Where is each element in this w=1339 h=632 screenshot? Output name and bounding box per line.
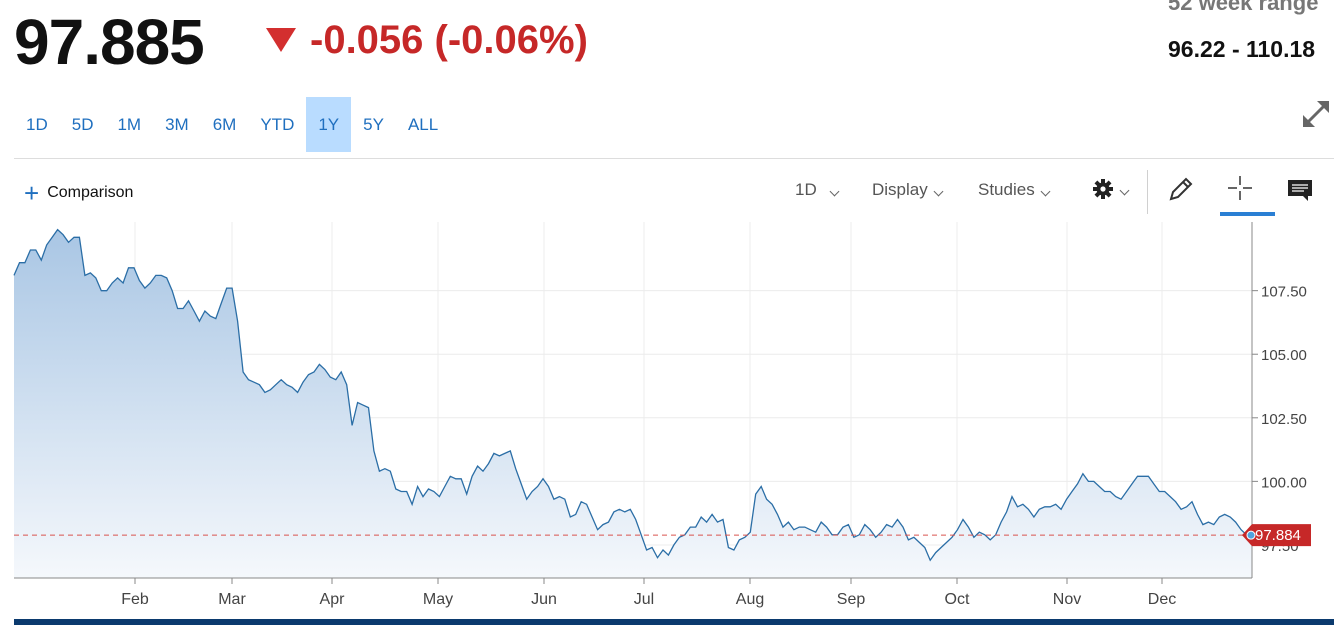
comparison-button[interactable]: + Comparison bbox=[24, 180, 133, 206]
range-button-ytd[interactable]: YTD bbox=[260, 115, 295, 134]
52-week-range-label: 52 week range bbox=[1168, 0, 1319, 15]
chevron-down-icon bbox=[933, 186, 944, 196]
chevron-down-icon bbox=[829, 186, 840, 196]
crosshair-active-indicator bbox=[1220, 212, 1275, 216]
down-arrow-icon bbox=[266, 28, 296, 52]
range-button-5y[interactable]: 5Y bbox=[363, 115, 384, 134]
studies-label: Studies bbox=[978, 180, 1035, 199]
gear-icon bbox=[1093, 179, 1113, 199]
x-tick-label: Mar bbox=[218, 591, 246, 608]
comment-icon[interactable] bbox=[1286, 174, 1316, 204]
x-tick-label: Oct bbox=[945, 591, 970, 608]
y-tick-label: 100.00 bbox=[1261, 474, 1307, 491]
display-label: Display bbox=[872, 180, 928, 199]
chevron-down-icon bbox=[1040, 186, 1051, 196]
price-area-fill bbox=[14, 229, 1252, 578]
price-change: -0.056 (-0.06%) bbox=[310, 18, 588, 62]
last-price-badge-label: 97.884 bbox=[1255, 527, 1301, 544]
x-tick-label: Feb bbox=[121, 591, 149, 608]
pencil-icon[interactable] bbox=[1166, 174, 1196, 204]
x-tick-label: Aug bbox=[736, 591, 764, 608]
crosshair-icon[interactable] bbox=[1226, 174, 1256, 204]
settings-dropdown[interactable] bbox=[1092, 178, 1130, 200]
interval-dropdown[interactable]: 1D bbox=[795, 180, 840, 200]
display-dropdown[interactable]: Display bbox=[872, 180, 944, 200]
52-week-range-value: 96.22 - 110.18 bbox=[1168, 36, 1316, 62]
price-line bbox=[13, 228, 1252, 562]
toolbar-separator bbox=[1147, 170, 1148, 214]
range-button-1m[interactable]: 1M bbox=[117, 115, 142, 134]
studies-dropdown[interactable]: Studies bbox=[978, 180, 1051, 200]
chart-toolbar: + Comparison 1D Display Studies bbox=[0, 170, 1339, 220]
interval-label: 1D bbox=[795, 180, 817, 199]
range-selector: 1D 5D 1M 3M 6M YTD 1Y 5Y ALL bbox=[14, 97, 450, 152]
x-tick-label: Jul bbox=[634, 591, 654, 608]
y-tick-label: 105.00 bbox=[1261, 347, 1307, 364]
x-tick-label: Apr bbox=[320, 591, 346, 608]
range-button-all[interactable]: ALL bbox=[407, 115, 439, 134]
last-price-badge: 97.884 bbox=[1242, 524, 1311, 547]
bottom-bar bbox=[14, 619, 1334, 625]
x-tick-label: Jun bbox=[531, 591, 557, 608]
range-button-6m[interactable]: 6M bbox=[212, 115, 237, 134]
range-button-5d[interactable]: 5D bbox=[71, 115, 94, 134]
y-tick-label: 107.50 bbox=[1261, 284, 1307, 301]
plus-icon: + bbox=[24, 178, 40, 208]
x-tick-label: Sep bbox=[837, 591, 866, 608]
x-tick-label: Dec bbox=[1148, 591, 1176, 608]
expand-icon[interactable] bbox=[1298, 96, 1334, 132]
range-button-3m[interactable]: 3M bbox=[165, 115, 189, 134]
header-divider bbox=[14, 158, 1334, 159]
x-tick-label: May bbox=[423, 591, 453, 608]
x-tick-label: Nov bbox=[1053, 591, 1081, 608]
chevron-down-icon bbox=[1119, 185, 1130, 195]
y-tick-label: 102.50 bbox=[1261, 411, 1307, 428]
range-button-1d[interactable]: 1D bbox=[26, 115, 48, 134]
last-price: 97.885 bbox=[14, 6, 205, 78]
range-button-1y[interactable]: 1Y bbox=[306, 97, 352, 152]
comparison-label: Comparison bbox=[47, 184, 134, 201]
